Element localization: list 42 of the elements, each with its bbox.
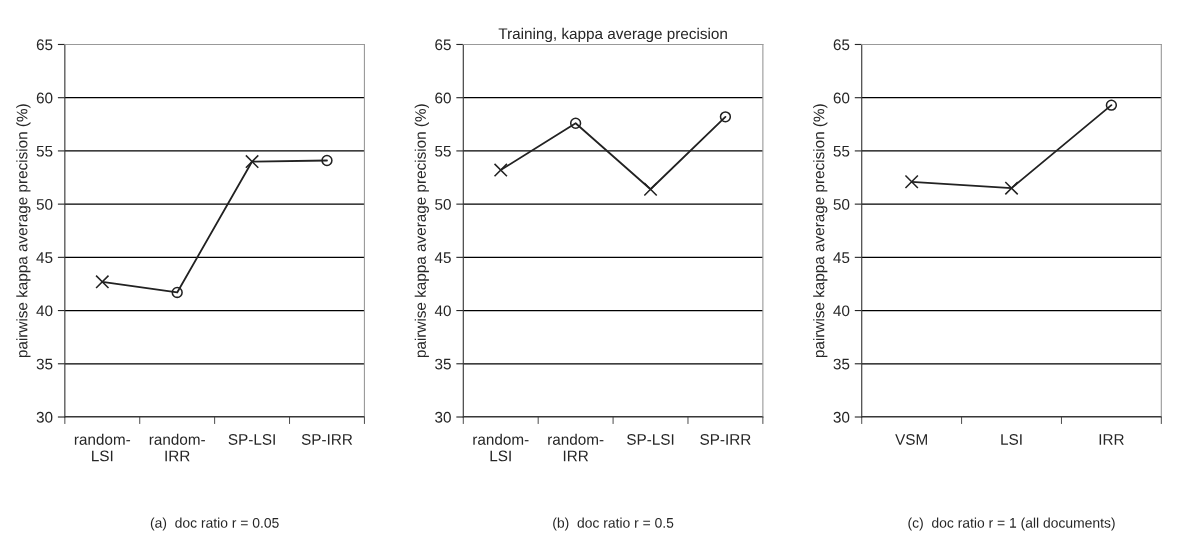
- x-tick-label: LSI: [1001, 434, 1022, 445]
- x-tick-label: random- LSI: [473, 433, 529, 462]
- y-tick-label: 35: [435, 358, 451, 370]
- x-tick-label: SP-LSI: [228, 434, 275, 445]
- y-tick-label: 45: [833, 252, 850, 264]
- y-tick-label: 30: [435, 411, 451, 423]
- x-tick-label: random- LSI: [74, 433, 131, 462]
- y-tick-label: 65: [833, 39, 850, 51]
- y-tick-label: 50: [36, 199, 53, 210]
- y-tick-label: 55: [36, 145, 53, 157]
- x-tick-label: SP-IRR: [301, 434, 353, 445]
- y-tick-label: 30: [833, 411, 850, 423]
- x-tick-label: SP-IRR: [700, 434, 751, 445]
- y-tick-label: 30: [36, 411, 53, 423]
- y-tick-label: 35: [833, 358, 850, 370]
- text: (c) doc ratio r = 1 (all documents): [908, 517, 1115, 531]
- y-tick-label: 55: [435, 145, 451, 157]
- y-axis-title: pairwise kappa average precision (%): [414, 104, 429, 358]
- y-axis-title: pairwise kappa average precision (%): [813, 104, 828, 358]
- y-tick-label: 40: [36, 305, 53, 317]
- y-tick-label: 50: [435, 199, 451, 210]
- x-tick-label: random- IRR: [149, 433, 205, 462]
- y-axis-title: pairwise kappa average precision (%): [16, 104, 31, 358]
- x-tick-label: random- IRR: [548, 433, 604, 462]
- y-tick-label: 45: [434, 252, 451, 264]
- y-tick-label: 60: [435, 92, 451, 104]
- y-tick-label: 35: [36, 358, 53, 370]
- y-tick-label: 55: [833, 145, 850, 157]
- y-tick-label: 60: [36, 92, 53, 104]
- x-tick-label: IRR: [1099, 434, 1124, 445]
- y-tick-label: 50: [833, 199, 850, 210]
- chart-title: Training, kappa average precision: [498, 27, 727, 43]
- y-tick-label: 40: [434, 305, 451, 317]
- y-tick-label: 65: [435, 39, 451, 51]
- text: (a) doc ratio r = 0.05: [150, 517, 279, 531]
- y-tick-label: 45: [36, 252, 53, 264]
- x-tick-label: VSM: [895, 434, 927, 445]
- text: (b) doc ratio r = 0.5: [553, 517, 674, 531]
- y-tick-label: 60: [833, 92, 850, 104]
- y-tick-label: 65: [36, 39, 53, 51]
- y-tick-label: 40: [833, 305, 850, 317]
- x-tick-label: SP-LSI: [627, 434, 674, 445]
